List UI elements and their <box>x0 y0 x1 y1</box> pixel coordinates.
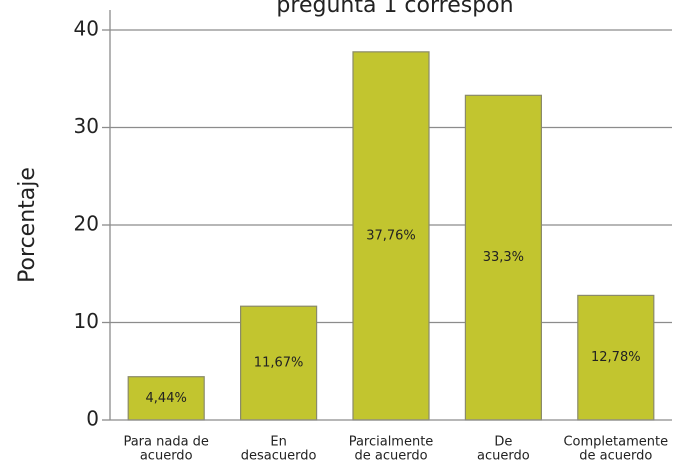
data-label: 11,67% <box>254 356 304 371</box>
bar <box>464 94 542 421</box>
x-tick-label: Para nada de <box>123 435 208 450</box>
x-tick-label: De <box>494 435 512 450</box>
axes <box>102 10 672 421</box>
y-tick-labels: 0 10 20 30 40 <box>74 17 99 431</box>
x-tick-label: acuerdo <box>477 449 530 464</box>
x-tick-label: En <box>270 435 286 450</box>
x-tick-label: acuerdo <box>140 449 193 464</box>
x-tick-label: Parcialmente <box>349 435 434 450</box>
chart-title-fragment: pregunta 1 correspon <box>276 0 513 18</box>
data-labels: 4,44% 11,67% 37,76% 33,3% 12,78% <box>146 228 641 405</box>
y-tick-label: 30 <box>74 114 99 138</box>
x-tick-label: de acuerdo <box>354 449 427 464</box>
data-label: 37,76% <box>366 228 416 243</box>
bars <box>127 51 655 421</box>
x-tick-label: Completamente <box>563 435 668 450</box>
x-tick-label: de acuerdo <box>579 449 652 464</box>
bar <box>577 294 655 421</box>
data-label: 12,78% <box>591 350 641 365</box>
y-tick-label: 0 <box>86 407 99 431</box>
y-axis-label: Porcentaje <box>15 167 40 283</box>
y-tick-label: 20 <box>74 212 99 236</box>
x-tick-labels: Para nada deacuerdoEndesacuerdoParcialme… <box>123 435 668 464</box>
data-label: 33,3% <box>483 250 524 265</box>
y-tick-label: 40 <box>74 17 99 41</box>
data-label: 4,44% <box>146 391 187 406</box>
bar <box>352 51 430 421</box>
y-tick-label: 10 <box>74 309 99 333</box>
bar <box>127 376 205 421</box>
x-tick-label: desacuerdo <box>241 449 317 464</box>
